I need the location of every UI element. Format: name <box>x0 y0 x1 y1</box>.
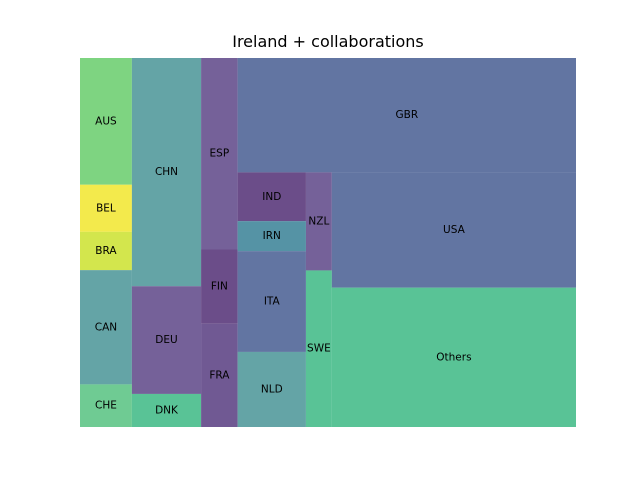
treemap-cell-nzl: NZL <box>305 172 332 271</box>
treemap-rect-fin <box>201 249 238 324</box>
treemap-cell-bra: BRA <box>80 231 132 271</box>
treemap-cell-chn: CHN <box>131 58 202 287</box>
treemap-label-ind: IND <box>262 191 281 203</box>
treemap-label-others: Others <box>436 351 471 363</box>
treemap-label-dnk: DNK <box>155 404 179 416</box>
treemap-cell-dnk: DNK <box>131 393 202 427</box>
treemap-rect-deu <box>131 286 202 394</box>
treemap-cell-ind: IND <box>237 172 306 222</box>
treemap-rect-nzl <box>305 172 332 271</box>
treemap-label-aus: AUS <box>95 115 117 127</box>
treemap-label-chn: CHN <box>155 166 178 178</box>
treemap-cell-che: CHE <box>80 384 132 427</box>
treemap-rect-can <box>80 270 132 385</box>
treemap-cell-fra: FRA <box>201 323 238 427</box>
treemap-label-fra: FRA <box>209 369 230 381</box>
treemap-cell-fin: FIN <box>201 249 238 324</box>
treemap-rect-ita <box>237 251 306 352</box>
treemap-cell-deu: DEU <box>131 286 202 394</box>
treemap-cell-ita: ITA <box>237 251 306 352</box>
treemap-rect-nld <box>237 351 306 427</box>
treemap-rect-bra <box>80 231 132 271</box>
treemap-cell-aus: AUS <box>80 58 132 185</box>
treemap-rect-irn <box>237 221 306 252</box>
treemap-rect-esp <box>201 58 238 250</box>
treemap-label-nzl: NZL <box>308 215 329 227</box>
treemap-label-ita: ITA <box>264 296 281 308</box>
treemap-label-can: CAN <box>95 321 117 333</box>
treemap-label-fin: FIN <box>211 281 228 293</box>
treemap-label-che: CHE <box>95 400 117 412</box>
treemap-cell-gbr: GBR <box>237 58 576 173</box>
treemap-rect-others <box>331 287 576 427</box>
treemap-label-deu: DEU <box>155 334 177 346</box>
treemap-rect-fra <box>201 323 238 427</box>
treemap-rect-che <box>80 384 132 427</box>
treemap-cell-irn: IRN <box>237 221 306 252</box>
treemap-rect-chn <box>131 58 202 287</box>
treemap-cell-swe: SWE <box>305 270 332 427</box>
treemap-rect-usa <box>331 172 576 288</box>
treemap-rect-swe <box>305 270 332 427</box>
treemap-rect-ind <box>237 172 306 222</box>
treemap-rect-bel <box>80 184 132 232</box>
treemap-rect-dnk <box>131 393 202 427</box>
treemap-cell-can: CAN <box>80 270 132 385</box>
treemap-label-gbr: GBR <box>396 109 419 121</box>
treemap-label-usa: USA <box>443 224 466 236</box>
treemap-cell-nld: NLD <box>237 351 306 427</box>
treemap-cell-others: Others <box>331 287 576 427</box>
treemap-cell-bel: BEL <box>80 184 132 232</box>
treemap-label-irn: IRN <box>263 230 281 242</box>
treemap-label-nld: NLD <box>261 383 283 395</box>
treemap-label-bra: BRA <box>95 245 117 257</box>
treemap-cell-usa: USA <box>331 172 576 288</box>
treemap-rect-gbr <box>237 58 576 173</box>
treemap-label-swe: SWE <box>307 343 331 355</box>
treemap-label-esp: ESP <box>210 148 230 160</box>
treemap-cell-esp: ESP <box>201 58 238 250</box>
treemap-rect-aus <box>80 58 132 185</box>
treemap-label-bel: BEL <box>96 202 116 214</box>
chart-title: Ireland + collaborations <box>232 32 424 51</box>
